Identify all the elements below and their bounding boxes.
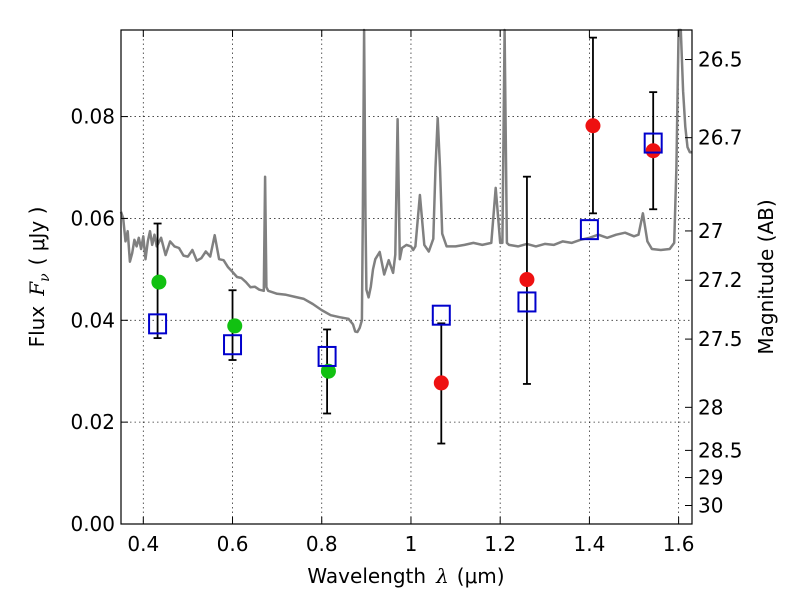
- red-data-point: [645, 143, 661, 159]
- green-data-point: [320, 363, 336, 379]
- y-axis-label-unit: ( μJy ): [25, 207, 49, 266]
- plot-background: [121, 30, 692, 524]
- magnitude-tick-label: 28.5: [698, 438, 743, 462]
- spectrum-layer: [119, 28, 692, 334]
- red-data-point: [433, 375, 449, 391]
- x-tick-label: 0.8: [306, 532, 338, 556]
- x-axis-ticks: 0.4 0.6 0.8 1 1.2 1.4 1.6: [127, 30, 695, 556]
- magnitude-axis-label: Magnitude (AB): [754, 199, 778, 354]
- model-flux-box: [223, 334, 243, 356]
- magnitude-tick-label: 28: [698, 395, 723, 419]
- model-flux-box: [579, 219, 599, 241]
- green-data-point: [151, 274, 167, 290]
- plot-frame: [120, 29, 693, 525]
- y-tick-label: 0.08: [70, 105, 115, 129]
- x-axis-label: Wavelength λ (μm): [307, 564, 504, 588]
- red-points-layer: [433, 118, 661, 391]
- x-tick-label: 1.2: [484, 532, 516, 556]
- x-tick-label: 1.6: [663, 532, 695, 556]
- model-boxes-layer: [148, 132, 663, 367]
- model-flux-box: [517, 291, 537, 313]
- model-flux-box: [317, 345, 337, 367]
- model-flux-box: [431, 304, 451, 326]
- magnitude-tick-label: 26.5: [698, 48, 743, 72]
- y-axis-label-prefix: Flux: [25, 306, 49, 348]
- y-tick-label: 0.04: [70, 308, 115, 332]
- x-tick-label: 1.4: [573, 532, 605, 556]
- green-data-point: [227, 318, 243, 334]
- x-tick-label: 1: [405, 532, 418, 556]
- y-axis-label: Flux Fν ( μJy ): [25, 207, 53, 348]
- magnitude-tick-label: 30: [698, 494, 723, 518]
- y-axis-ticks: 0.00 0.02 0.04 0.06 0.08: [70, 105, 128, 536]
- spectrum-line: [119, 28, 692, 334]
- x-axis-label-prefix: Wavelength: [307, 564, 426, 588]
- magnitude-tick-label: 26.7: [698, 126, 743, 150]
- y-tick-label: 0.06: [70, 206, 115, 230]
- magnitude-axis-ticks: 26.5 26.7 27 27.2 27.5 28 28.5 29 30: [685, 48, 743, 518]
- x-tick-label: 0.6: [217, 532, 249, 556]
- magnitude-tick-label: 27: [698, 219, 723, 243]
- y-tick-label: 0.00: [70, 512, 115, 536]
- y-tick-label: 0.02: [70, 410, 115, 434]
- model-flux-box: [148, 313, 168, 335]
- model-flux-box: [643, 132, 663, 154]
- red-data-point: [585, 118, 601, 134]
- magnitude-tick-label: 27.5: [698, 327, 743, 351]
- x-tick-label: 0.4: [127, 532, 159, 556]
- y-axis-label-symbol: F: [25, 281, 49, 297]
- magnitude-tick-label: 29: [698, 466, 723, 490]
- grid-lines: [121, 30, 692, 524]
- red-data-point: [519, 272, 535, 288]
- x-axis-label-symbol: λ: [435, 564, 449, 588]
- x-axis-label-unit: (μm): [457, 564, 505, 588]
- magnitude-tick-label: 27.2: [698, 268, 743, 292]
- green-points-layer: [151, 274, 336, 379]
- y-axis-label-subscript: ν: [37, 273, 53, 282]
